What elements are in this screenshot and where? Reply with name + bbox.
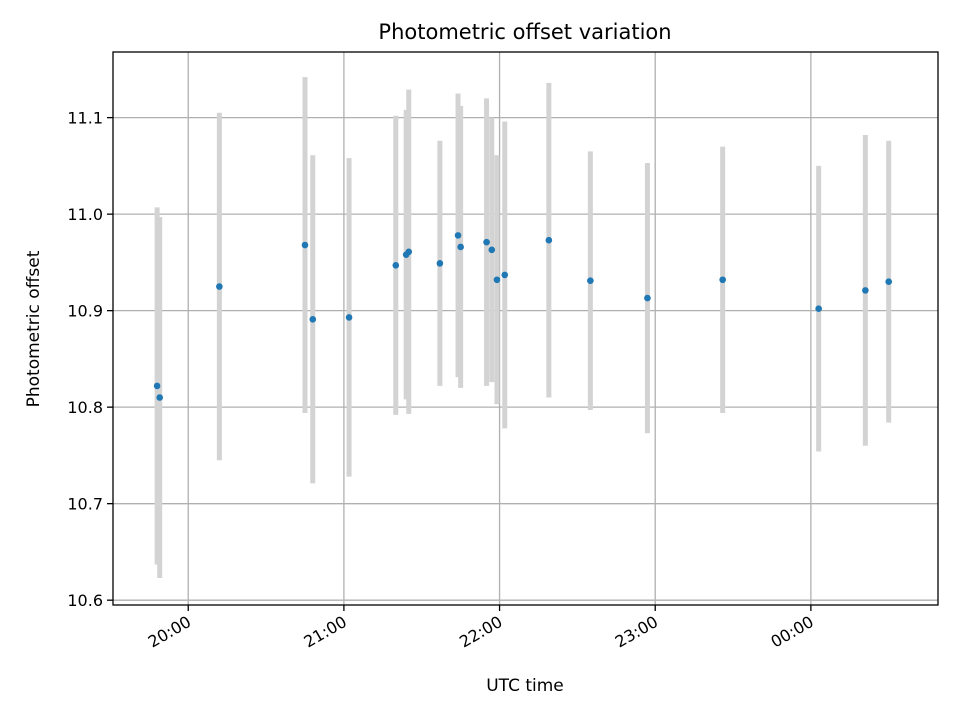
y-tick-label: 11.1: [67, 109, 103, 128]
grid-lines: [113, 52, 938, 605]
data-point: [345, 314, 353, 321]
data-point: [719, 276, 726, 284]
data-point: [587, 277, 594, 285]
y-axis-ticks: 10.6 10.7 10.8 10.9 11.0 11.1: [67, 109, 113, 610]
data-point: [545, 236, 553, 244]
x-axis-ticks: 20:00 21:00 22:00 23:00 00:00: [145, 605, 817, 652]
data-point: [454, 232, 462, 239]
y-tick-label: 10.8: [67, 398, 103, 417]
data-point: [436, 260, 444, 267]
data-point: [862, 287, 869, 294]
x-tick-label: 23:00: [612, 612, 661, 652]
data-point: [885, 278, 893, 285]
plot-frame: [112, 51, 939, 606]
data-point: [644, 294, 651, 302]
y-tick-label: 10.6: [67, 591, 103, 610]
y-tick-label: 11.0: [67, 205, 103, 224]
data-point: [153, 382, 161, 390]
x-tick-label: 00:00: [767, 612, 816, 652]
y-tick-label: 10.9: [67, 302, 103, 321]
data-point: [301, 241, 309, 249]
data-point: [216, 283, 223, 290]
data-point: [392, 261, 400, 269]
data-point: [457, 243, 464, 251]
error-bars: [154, 77, 892, 578]
data-point: [405, 248, 413, 256]
data-point: [156, 394, 163, 401]
x-axis-label: UTC time: [486, 676, 564, 696]
data-point: [815, 305, 822, 313]
data-point: [501, 271, 509, 279]
y-axis-label: Photometric offset: [24, 250, 44, 407]
y-tick-label: 10.7: [67, 495, 103, 514]
data-point: [483, 238, 490, 246]
data-points: [153, 232, 893, 401]
x-tick-label: 20:00: [145, 612, 194, 652]
chart-title: Photometric offset variation: [378, 20, 671, 44]
data-point: [488, 246, 496, 254]
x-tick-label: 22:00: [456, 612, 505, 652]
data-point: [309, 316, 317, 323]
data-point: [493, 276, 501, 284]
x-tick-label: 21:00: [300, 612, 349, 652]
